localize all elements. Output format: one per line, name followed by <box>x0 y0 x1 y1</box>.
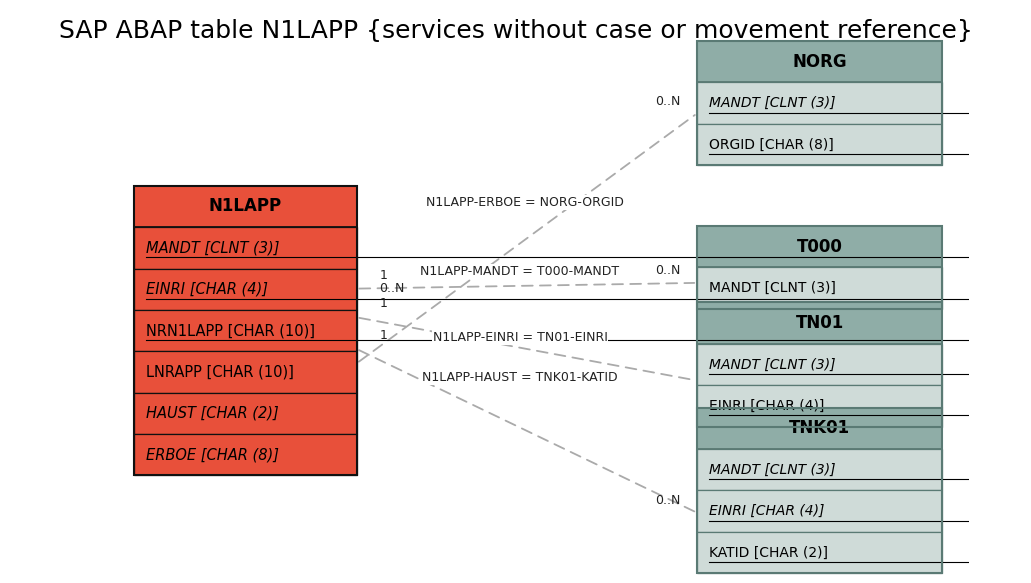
Bar <box>697 385 942 427</box>
Text: NORG: NORG <box>792 52 846 71</box>
Text: N1LAPP-EINRI = TN01-EINRI: N1LAPP-EINRI = TN01-EINRI <box>433 331 607 344</box>
Bar <box>134 186 357 475</box>
Bar <box>697 344 942 385</box>
Bar <box>697 303 942 344</box>
Text: N1LAPP-ERBOE = NORG-ORGID: N1LAPP-ERBOE = NORG-ORGID <box>426 196 624 209</box>
Bar <box>134 434 357 475</box>
Bar <box>134 186 357 227</box>
Bar <box>697 408 942 573</box>
Text: 0..N: 0..N <box>656 264 680 277</box>
Text: 0..N: 0..N <box>656 94 680 108</box>
Text: T000: T000 <box>797 238 842 256</box>
Text: NRN1LAPP [CHAR (10)]: NRN1LAPP [CHAR (10)] <box>146 323 315 338</box>
Text: EINRI [CHAR (4)]: EINRI [CHAR (4)] <box>709 399 824 413</box>
Text: EINRI [CHAR (4)]: EINRI [CHAR (4)] <box>146 282 268 297</box>
Text: 1: 1 <box>379 329 388 342</box>
Text: MANDT [CLNT (3)]: MANDT [CLNT (3)] <box>709 357 835 371</box>
Text: N1LAPP-MANDT = T000-MANDT: N1LAPP-MANDT = T000-MANDT <box>421 265 620 278</box>
Text: KATID [CHAR (2)]: KATID [CHAR (2)] <box>709 546 828 560</box>
Bar <box>134 269 357 310</box>
Bar <box>697 303 942 427</box>
Text: N1LAPP: N1LAPP <box>209 198 282 216</box>
Bar <box>697 124 942 165</box>
Text: TNK01: TNK01 <box>789 419 851 437</box>
Text: 1: 1 <box>379 269 388 282</box>
Text: 0..N
1: 0..N 1 <box>379 283 405 311</box>
Text: LNRAPP [CHAR (10)]: LNRAPP [CHAR (10)] <box>146 364 294 380</box>
Bar <box>697 41 942 165</box>
Bar <box>134 352 357 392</box>
Text: HAUST [CHAR (2)]: HAUST [CHAR (2)] <box>146 406 278 421</box>
Bar <box>697 82 942 124</box>
Bar <box>697 268 942 309</box>
Bar <box>134 310 357 352</box>
Text: 0..N: 0..N <box>656 494 680 507</box>
Bar <box>697 490 942 532</box>
Bar <box>134 227 357 269</box>
Text: ERBOE [CHAR (8)]: ERBOE [CHAR (8)] <box>146 447 279 462</box>
Bar <box>697 226 942 309</box>
Text: MANDT [CLNT (3)]: MANDT [CLNT (3)] <box>709 463 835 477</box>
Bar <box>697 41 942 82</box>
Bar <box>697 449 942 490</box>
Text: TN01: TN01 <box>796 314 843 332</box>
Text: SAP ABAP table N1LAPP {services without case or movement reference}: SAP ABAP table N1LAPP {services without … <box>59 19 972 43</box>
Bar <box>134 392 357 434</box>
Text: MANDT [CLNT (3)]: MANDT [CLNT (3)] <box>709 96 835 110</box>
Text: N1LAPP-HAUST = TNK01-KATID: N1LAPP-HAUST = TNK01-KATID <box>423 371 618 384</box>
Text: ORGID [CHAR (8)]: ORGID [CHAR (8)] <box>709 138 834 152</box>
Text: MANDT [CLNT (3)]: MANDT [CLNT (3)] <box>146 240 279 255</box>
Text: MANDT [CLNT (3)]: MANDT [CLNT (3)] <box>709 281 836 295</box>
Bar <box>697 532 942 573</box>
Text: EINRI [CHAR (4)]: EINRI [CHAR (4)] <box>709 504 824 518</box>
Bar <box>697 408 942 449</box>
Bar <box>697 226 942 268</box>
